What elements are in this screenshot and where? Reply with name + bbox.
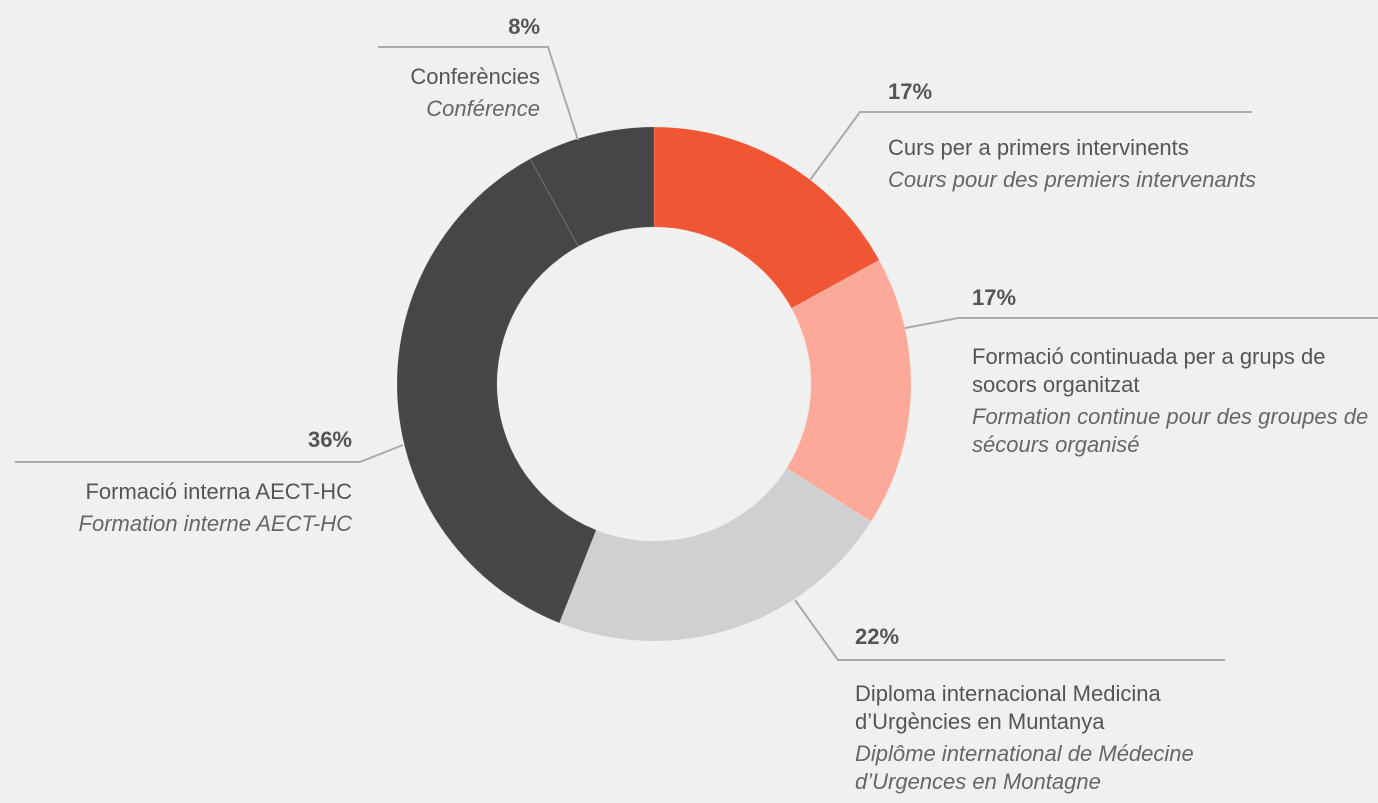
leader-line bbox=[15, 444, 404, 463]
donut-segment bbox=[785, 259, 912, 523]
category-subtitle: Formation continue pour des groupes de s… bbox=[972, 404, 1369, 457]
category-subtitle: Cours pour des premiers intervenants bbox=[888, 167, 1257, 192]
leader-line bbox=[904, 317, 1378, 329]
leader-line bbox=[378, 46, 579, 141]
value-label: 22% bbox=[855, 624, 900, 649]
category-label: Formació interna AECT-HC bbox=[85, 479, 352, 504]
value-label: 8% bbox=[508, 14, 540, 39]
value-label: 17% bbox=[972, 285, 1017, 310]
label-block: Curs per a primers intervinents Cours pou… bbox=[888, 134, 1308, 194]
category-subtitle: Formation interne AECT-HC bbox=[78, 511, 352, 536]
category-label: Formació continuada per a grups de socor… bbox=[972, 344, 1326, 397]
donut-segment bbox=[529, 126, 655, 248]
label-block: Formació continuada per a grups de socor… bbox=[972, 343, 1378, 459]
category-label: Diploma internacional Medicina d’Urgènci… bbox=[855, 681, 1161, 734]
category-label: Conferències bbox=[410, 64, 540, 89]
leader-line bbox=[809, 111, 1252, 181]
donut-segment bbox=[653, 126, 880, 310]
label-block: Diploma internacional Medicina d’Urgènci… bbox=[855, 680, 1235, 796]
category-subtitle: Diplôme international de Médecine d’Urge… bbox=[855, 741, 1194, 794]
category-subtitle: Conférence bbox=[426, 96, 540, 121]
value-label: 17% bbox=[888, 79, 933, 104]
value-label: 36% bbox=[307, 427, 352, 452]
label-block: Formació interna AECT-HC Formation intern… bbox=[12, 478, 352, 538]
leader-line bbox=[794, 599, 1225, 661]
label-block: Conferències Conférence bbox=[340, 63, 540, 123]
donut-segment bbox=[558, 467, 872, 642]
category-label: Curs per a primers intervinents bbox=[888, 135, 1189, 160]
donut-segment bbox=[396, 158, 597, 624]
